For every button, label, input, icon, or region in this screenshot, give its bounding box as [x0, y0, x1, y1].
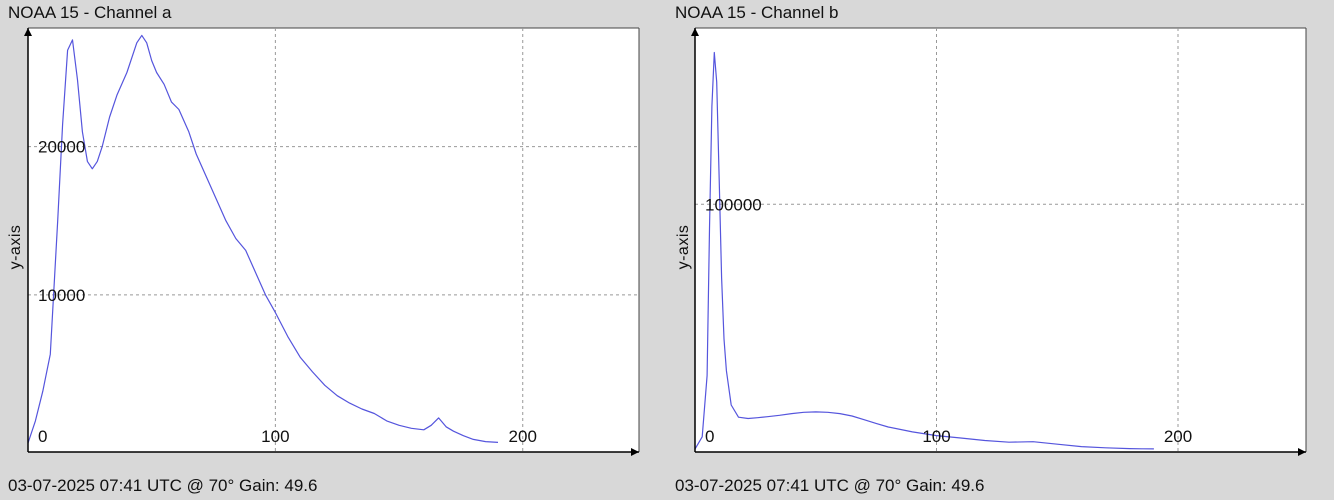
series-line — [694, 51, 1154, 450]
x-axis-arrow — [631, 448, 639, 456]
x-tick-label: 0 — [38, 427, 47, 446]
y-tick-label: 20000 — [38, 138, 85, 157]
x-axis-arrow — [1298, 448, 1306, 456]
y-axis-arrow — [24, 28, 32, 36]
y-axis-label: y-axis — [675, 224, 692, 270]
x-tick-label: 100 — [261, 427, 289, 446]
chart-title: NOAA 15 - Channel b — [675, 3, 839, 22]
plot-background — [28, 28, 639, 452]
y-tick-label: 100000 — [705, 195, 762, 214]
series-line — [27, 34, 499, 444]
y-axis-label: y-axis — [7, 224, 24, 270]
plot-area: 0 100 200 10000 20000 — [24, 27, 640, 456]
chart-panel-channel-b: NOAA 15 - Channel b 0 100 200 100000 y-axis… — [667, 0, 1334, 500]
chart-footer-status: 03-07-2025 07:41 UTC @ 70° Gain: 49.6 — [8, 476, 318, 495]
x-tick-label: 200 — [509, 427, 537, 446]
y-axis-arrow — [691, 28, 699, 36]
x-tick-label: 0 — [705, 427, 714, 446]
y-tick-label: 10000 — [38, 286, 85, 305]
chart-footer-status: 03-07-2025 07:41 UTC @ 70° Gain: 49.6 — [675, 476, 985, 495]
x-tick-label: 100 — [922, 427, 950, 446]
x-tick-label: 200 — [1164, 427, 1192, 446]
plot-background — [695, 28, 1306, 452]
chart-panel-channel-a: NOAA 15 - Channel a 0 100 200 10000 20000 y-… — [7, 3, 640, 495]
chart-title: NOAA 15 - Channel a — [8, 3, 172, 22]
plot-area: 0 100 200 100000 — [691, 27, 1307, 456]
